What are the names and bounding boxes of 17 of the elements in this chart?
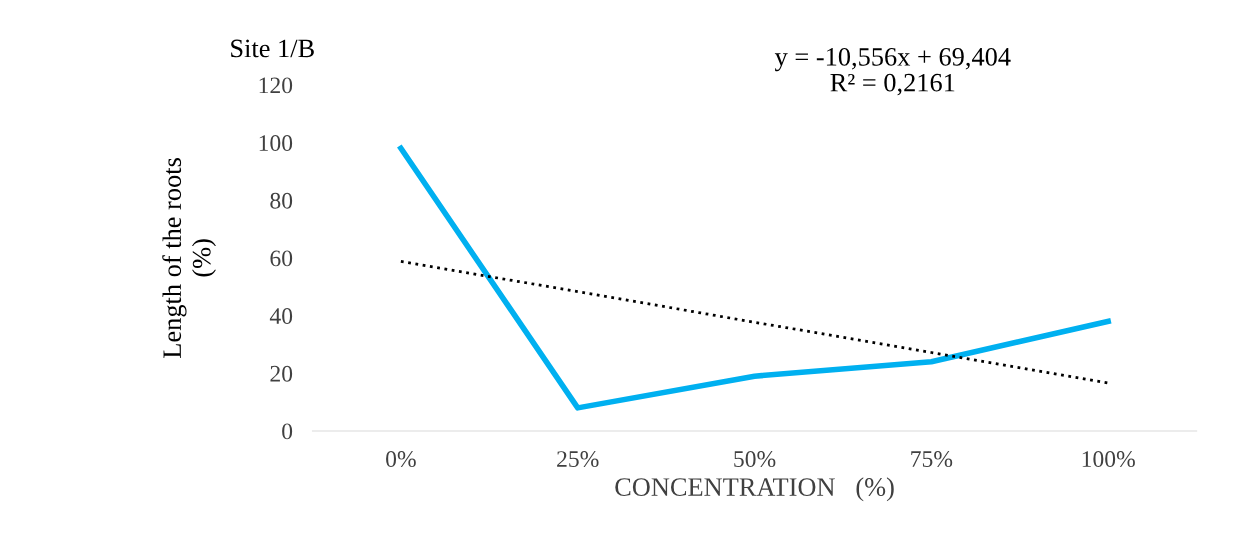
- x-tick-label: 0%: [386, 451, 416, 468]
- x-tick-label: 75%: [911, 451, 953, 468]
- y-tick-label: 40: [269, 308, 293, 325]
- line-series: [399, 259, 1110, 385]
- x-tick-label: 50%: [734, 451, 776, 468]
- y-tick-label: 0: [282, 423, 293, 440]
- y-tick-label: 120: [259, 77, 293, 94]
- chart-title: Site 1/B: [231, 39, 314, 58]
- y-tick-label: 60: [270, 250, 293, 267]
- annotation: y = -10,556x + 69,404 R² = 0,2161: [774, 47, 1011, 96]
- x-tick-label: 25%: [557, 451, 599, 468]
- y-tick-label: 80: [270, 192, 293, 209]
- y-tick-label: 100: [259, 135, 293, 151]
- x-tick-label: 100%: [1082, 451, 1135, 468]
- y-axis-title: Length of the roots (%): [162, 158, 216, 358]
- y-tick-label: 20: [270, 365, 293, 382]
- x-axis-title: CONCENTRATION (%): [615, 477, 894, 502]
